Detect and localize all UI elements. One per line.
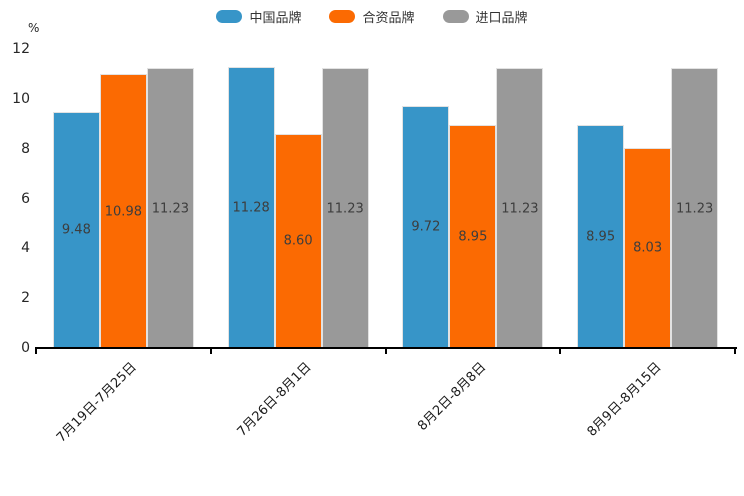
x-axis-line (35, 347, 737, 349)
bar-import-brand-group-1: 11.23 (321, 68, 369, 348)
bar-value-label: 9.48 (61, 222, 91, 238)
y-tick-label: 10 (12, 90, 30, 107)
x-axis-category-label: 8月9日-8月15日 (584, 359, 665, 440)
bar-jv-brand-group-3: 8.03 (624, 147, 672, 348)
bar-jv-brand-group-0: 10.98 (99, 74, 147, 348)
bar-import-brand-group-3: 11.23 (671, 68, 719, 348)
x-tick-mark (209, 349, 212, 354)
y-tick-label: 6 (21, 190, 30, 207)
x-tick-mark (35, 349, 37, 354)
bar-value-label: 11.28 (232, 200, 270, 216)
legend-swatch-jv-brand (329, 10, 356, 23)
legend-item-jv-brand: 合资品牌 (329, 7, 415, 26)
legend-label: 进口品牌 (475, 11, 528, 26)
bar-value-label: 9.72 (411, 219, 441, 235)
legend-swatch-import-brand (442, 10, 469, 23)
legend-item-import-brand: 进口品牌 (442, 7, 528, 26)
bar-value-label: 11.23 (501, 201, 539, 217)
y-tick-label: 12 (12, 41, 30, 57)
legend-label: 中国品牌 (249, 11, 302, 26)
bar-value-label: 10.98 (104, 204, 142, 220)
bar-china-brand-group-1: 11.28 (227, 66, 275, 348)
y-tick-label: 2 (21, 290, 30, 307)
y-tick-label: 0 (21, 340, 30, 356)
bar-china-brand-group-0: 9.48 (52, 111, 100, 348)
x-tick-mark (734, 349, 736, 354)
bar-value-label: 8.60 (283, 233, 313, 249)
x-axis-category-label: 7月26日-8月1日 (234, 359, 315, 440)
bar-china-brand-group-3: 8.95 (577, 125, 625, 348)
bar-value-label: 8.95 (586, 229, 616, 245)
bar-china-brand-group-2: 9.72 (402, 105, 450, 348)
y-tick-label: 4 (21, 240, 30, 257)
y-axis-unit-label: % (28, 21, 40, 35)
bar-value-label: 8.95 (458, 229, 488, 245)
legend-swatch-china-brand (216, 10, 243, 23)
bar-value-label: 11.23 (151, 201, 189, 217)
bar-value-label: 11.23 (326, 201, 364, 217)
bar-jv-brand-group-1: 8.60 (274, 133, 322, 348)
x-axis-category-label: 8月2日-8月8日 (415, 359, 490, 434)
bar-jv-brand-group-2: 8.95 (449, 125, 497, 348)
x-tick-mark (559, 349, 562, 354)
x-tick-mark (384, 349, 387, 354)
plot-area: 9.48 11.28 9.72 8.95 10.98 8.60 8.95 8.03 11.23 1… (36, 49, 735, 348)
chart-legend: 中国品牌 合资品牌 进口品牌 (0, 7, 744, 26)
legend-item-china-brand: 中国品牌 (216, 7, 301, 26)
bar-import-brand-group-2: 11.23 (496, 68, 544, 348)
bar-value-label: 11.23 (676, 201, 714, 217)
y-tick-label: 8 (21, 140, 30, 157)
bar-value-label: 8.03 (633, 240, 663, 256)
bar-import-brand-group-0: 11.23 (146, 68, 194, 348)
legend-label: 合资品牌 (362, 11, 415, 26)
x-axis-category-label: 7月19日-7月25日 (54, 359, 140, 446)
